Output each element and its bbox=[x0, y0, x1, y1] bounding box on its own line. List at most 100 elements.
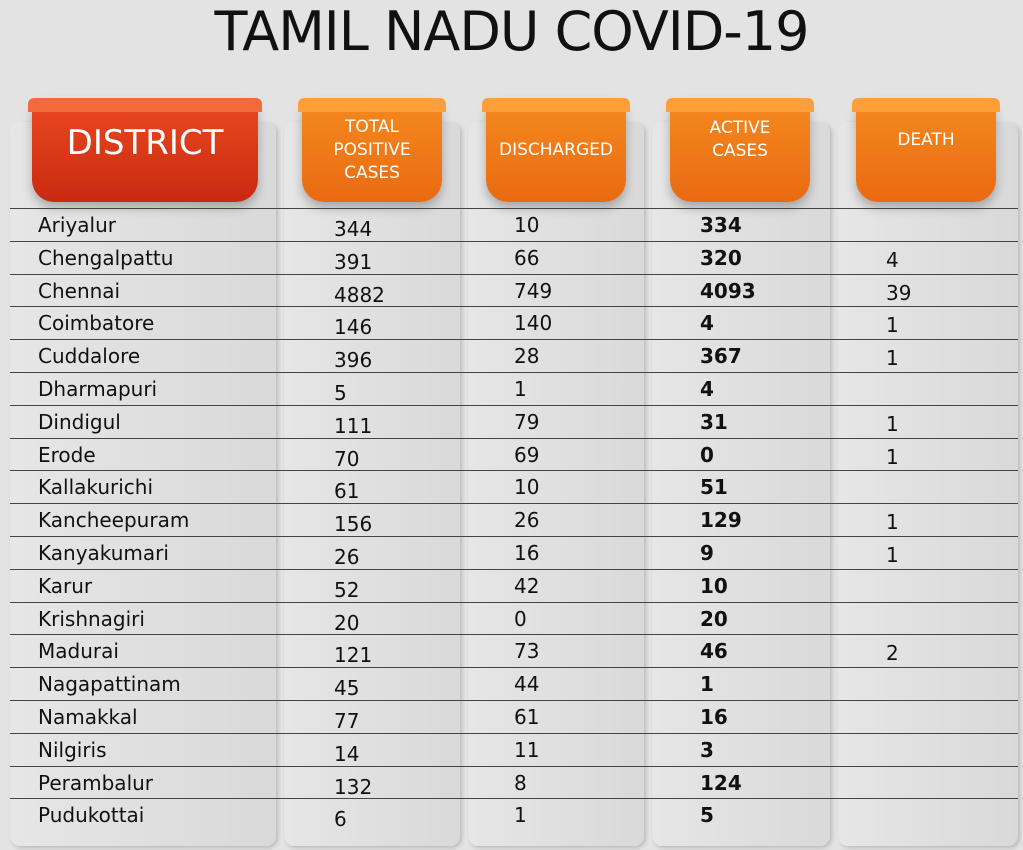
active-cases-cell: 334 bbox=[700, 213, 742, 237]
table-row: Madurai 121 73 46 2 bbox=[10, 634, 1018, 667]
discharged-header-cap bbox=[482, 98, 630, 112]
active-cases-cell: 46 bbox=[700, 639, 728, 664]
table-row: Dindigul 111 79 31 1 bbox=[10, 404, 1018, 438]
table-row: Ariyalur 344 10 334 bbox=[10, 208, 1018, 241]
discharged-cell: 16 bbox=[514, 540, 540, 565]
discharged-header: DISCHARGED bbox=[482, 98, 630, 202]
total-positive-cell: 391 bbox=[334, 249, 373, 274]
total-positive-cell: 14 bbox=[334, 741, 360, 766]
discharged-column-panel bbox=[468, 122, 644, 846]
table-row: Chengalpattu 391 66 320 4 bbox=[10, 240, 1018, 274]
death-header-label: DEATH bbox=[897, 129, 955, 150]
discharged-cell: 1 bbox=[514, 803, 527, 828]
total-header: TOTAL POSITIVE CASES bbox=[298, 98, 446, 202]
active-cases-cell: 5 bbox=[700, 803, 714, 828]
table-row: Nilgiris 14 11 3 bbox=[10, 732, 1018, 766]
active-header-cap bbox=[666, 98, 814, 112]
discharged-cell: 28 bbox=[514, 344, 540, 369]
table-row: Namakkal 77 61 16 bbox=[10, 699, 1018, 733]
total-positive-cell: 156 bbox=[334, 512, 373, 537]
district-name-cell: Kanyakumari bbox=[38, 540, 169, 565]
discharged-cell: 11 bbox=[514, 737, 540, 762]
death-cell: 2 bbox=[886, 641, 899, 666]
total-positive-cell: 61 bbox=[334, 479, 360, 504]
active-cases-cell: 320 bbox=[700, 245, 742, 270]
table-row: Kanyakumari 26 16 9 1 bbox=[10, 535, 1018, 569]
district-name-cell: Kancheepuram bbox=[38, 508, 190, 533]
discharged-cell: 1 bbox=[514, 376, 527, 401]
active-cases-cell: 16 bbox=[700, 704, 728, 729]
death-cell: 1 bbox=[886, 510, 899, 535]
total-positive-cell: 6 bbox=[334, 807, 347, 832]
table-row: Karur 52 42 10 bbox=[10, 568, 1018, 602]
table-row: Krishnagiri 20 0 20 bbox=[10, 601, 1018, 635]
total-positive-cell: 52 bbox=[334, 577, 360, 602]
discharged-cell: 8 bbox=[514, 770, 527, 795]
district-name-cell: Cuddalore bbox=[38, 344, 141, 369]
discharged-cell: 73 bbox=[514, 639, 540, 664]
district-name-cell: Erode bbox=[38, 442, 96, 467]
death-cell: 4 bbox=[886, 247, 899, 272]
death-cell: 1 bbox=[886, 346, 899, 371]
active-cases-cell: 1 bbox=[700, 672, 714, 697]
table-row: Kallakurichi 61 10 51 bbox=[10, 470, 1018, 503]
table-row: Cuddalore 396 28 367 1 bbox=[10, 339, 1018, 372]
discharged-cell: 42 bbox=[514, 573, 540, 598]
discharged-cell: 69 bbox=[514, 442, 540, 467]
active-cases-cell: 124 bbox=[700, 770, 742, 795]
active-cases-cell: 31 bbox=[700, 409, 728, 434]
total-positive-cell: 132 bbox=[334, 774, 373, 799]
district-header-label: DISTRICT bbox=[66, 123, 224, 163]
district-name-cell: Pudukottai bbox=[38, 803, 145, 828]
death-cell: 39 bbox=[886, 280, 912, 305]
district-name-cell: Kallakurichi bbox=[38, 475, 154, 500]
active-cases-cell: 4093 bbox=[700, 278, 756, 303]
active-column-panel bbox=[652, 122, 830, 846]
district-name-cell: Dindigul bbox=[38, 409, 121, 434]
total-header-label: TOTAL POSITIVE CASES bbox=[333, 116, 411, 183]
discharged-cell: 66 bbox=[514, 245, 540, 270]
district-name-cell: Namakkal bbox=[38, 704, 138, 729]
table-row: Pudukottai 6 1 5 bbox=[10, 798, 1018, 831]
active-cases-cell: 3 bbox=[700, 737, 714, 762]
death-cell: 1 bbox=[886, 313, 899, 338]
total-positive-cell: 5 bbox=[334, 380, 347, 405]
active-cases-cell: 129 bbox=[700, 508, 742, 533]
total-positive-cell: 146 bbox=[334, 315, 373, 340]
district-name-cell: Coimbatore bbox=[38, 311, 155, 336]
total-positive-cell: 26 bbox=[334, 544, 360, 569]
total-header-cap bbox=[298, 98, 446, 112]
active-header-label: ACTIVE CASES bbox=[709, 118, 771, 161]
district-name-cell: Madurai bbox=[38, 639, 119, 664]
total-positive-cell: 121 bbox=[334, 643, 373, 668]
active-cases-cell: 20 bbox=[700, 606, 728, 631]
district-header-cap bbox=[28, 98, 262, 112]
district-name-cell: Karur bbox=[38, 573, 93, 598]
page-title: TAMIL NADU COVID-19 bbox=[214, 0, 809, 63]
table-row: Coimbatore 146 140 4 1 bbox=[10, 306, 1018, 339]
table-row: Erode 70 69 0 1 bbox=[10, 437, 1018, 471]
discharged-header-label: DISCHARGED bbox=[499, 139, 613, 160]
discharged-cell: 10 bbox=[514, 213, 540, 237]
district-name-cell: Dharmapuri bbox=[38, 376, 158, 401]
table-row: Dharmapuri 5 1 4 bbox=[10, 371, 1018, 405]
district-name-cell: Nilgiris bbox=[38, 737, 107, 762]
discharged-cell: 749 bbox=[514, 278, 553, 303]
death-cell: 1 bbox=[886, 411, 899, 436]
discharged-cell: 79 bbox=[514, 409, 540, 434]
death-header-cap bbox=[852, 98, 1000, 112]
total-positive-cell: 4882 bbox=[334, 282, 385, 307]
discharged-cell: 44 bbox=[514, 672, 540, 697]
discharged-cell: 140 bbox=[514, 311, 553, 336]
death-header: DEATH bbox=[852, 98, 1000, 202]
district-name-cell: Nagapattinam bbox=[38, 672, 181, 697]
total-positive-cell: 45 bbox=[334, 676, 360, 701]
active-cases-cell: 0 bbox=[700, 442, 714, 467]
total-positive-cell: 20 bbox=[334, 610, 360, 635]
discharged-cell: 0 bbox=[514, 606, 527, 631]
district-column-panel bbox=[10, 122, 276, 846]
active-cases-cell: 10 bbox=[700, 573, 728, 598]
table-row: Nagapattinam 45 44 1 bbox=[10, 667, 1018, 700]
death-cell: 1 bbox=[886, 542, 899, 567]
total-positive-cell: 70 bbox=[334, 446, 360, 471]
